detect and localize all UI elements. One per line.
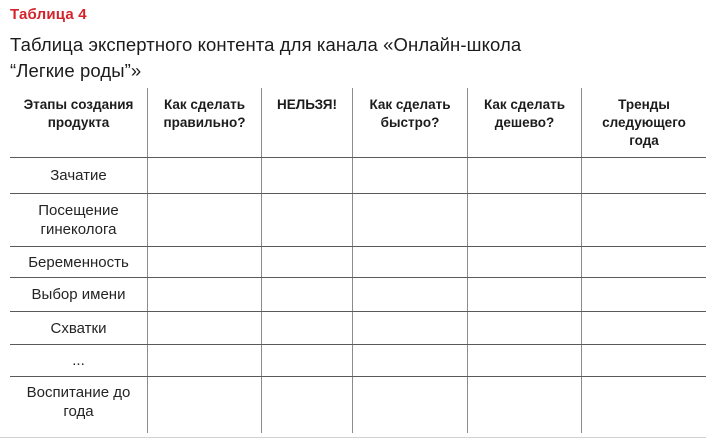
empty-cell [582, 194, 706, 246]
empty-cell [262, 278, 353, 311]
empty-cell [262, 377, 353, 433]
column-header-stages: Этапы создания продукта [10, 88, 148, 157]
table-number-label: Таблица 4 [10, 6, 87, 23]
empty-cell [148, 345, 262, 376]
table-row: Посещение гинеколога [10, 194, 706, 247]
empty-cell [353, 278, 468, 311]
empty-cell [468, 194, 582, 246]
empty-cell [353, 312, 468, 344]
table-row: Зачатие [10, 158, 706, 194]
stage-cell: Беременность [10, 247, 148, 277]
empty-cell [582, 247, 706, 277]
column-header-how-cheap: Как сделать дешево? [468, 88, 582, 157]
stage-cell: Выбор имени [10, 278, 148, 311]
empty-cell [148, 247, 262, 277]
empty-cell [582, 158, 706, 193]
content-table: Этапы создания продукта Как сделать прав… [10, 88, 706, 433]
empty-cell [468, 158, 582, 193]
empty-cell [262, 194, 353, 246]
table-row: Беременность [10, 247, 706, 278]
stage-cell: Посещение гинеколога [10, 194, 148, 246]
stage-cell: Воспитание до года [10, 377, 148, 433]
empty-cell [262, 345, 353, 376]
empty-cell [148, 377, 262, 433]
empty-cell [353, 377, 468, 433]
empty-cell [582, 278, 706, 311]
column-header-trends: Тренды следующего года [602, 97, 686, 148]
empty-cell [262, 247, 353, 277]
empty-cell [353, 247, 468, 277]
table-title-line2: “Легкие роды”» [10, 60, 142, 81]
column-header-how-fast: Как сделать быстро? [353, 88, 468, 157]
empty-cell [262, 158, 353, 193]
column-header-forbidden: НЕЛЬЗЯ! [262, 88, 353, 157]
empty-cell [148, 278, 262, 311]
empty-cell [353, 194, 468, 246]
table-title-line1: Таблица экспертного контента для канала … [10, 34, 522, 55]
empty-cell [582, 345, 706, 376]
table-row: Схватки [10, 312, 706, 345]
empty-cell [353, 158, 468, 193]
table-row: ... [10, 345, 706, 377]
empty-cell [468, 278, 582, 311]
empty-cell [468, 345, 582, 376]
empty-cell [582, 312, 706, 344]
empty-cell [148, 194, 262, 246]
table-row: Выбор имени [10, 278, 706, 312]
empty-cell [468, 312, 582, 344]
empty-cell [582, 377, 706, 433]
table-row: Воспитание до года [10, 377, 706, 433]
stage-cell: ... [10, 345, 148, 376]
empty-cell [148, 312, 262, 344]
empty-cell [353, 345, 468, 376]
empty-cell [148, 158, 262, 193]
stage-cell: Схватки [10, 312, 148, 344]
empty-cell [468, 377, 582, 433]
stage-cell: Зачатие [10, 158, 148, 193]
column-header-how-right: Как сделать правильно? [148, 88, 262, 157]
empty-cell [262, 312, 353, 344]
table-title: Таблица экспертного контента для канала … [10, 32, 650, 84]
table-header-row: Этапы создания продукта Как сделать прав… [10, 88, 706, 158]
page-cut-line [0, 437, 706, 438]
empty-cell [468, 247, 582, 277]
